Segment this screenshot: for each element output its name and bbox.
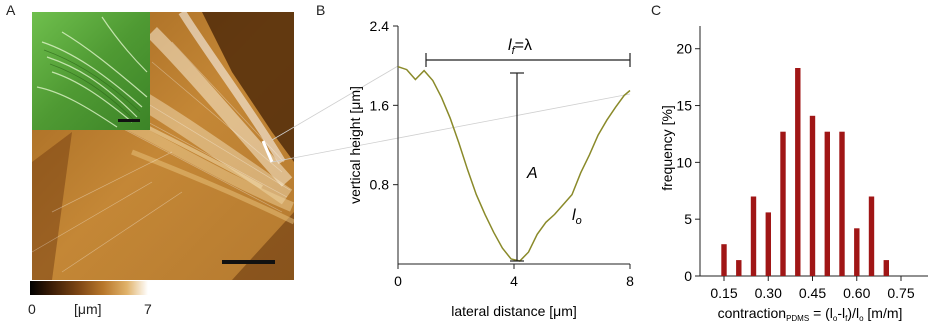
histogram-bar: [883, 260, 889, 276]
histogram-bar: [736, 260, 742, 276]
panel-c-label: C: [651, 2, 662, 18]
x-tick-label: 0.15: [710, 285, 737, 301]
section-line-marker: [261, 140, 274, 163]
colorbar: [30, 281, 148, 295]
x-axis-title: lateral distance [μm]: [451, 303, 577, 319]
histogram-bar: [839, 131, 845, 276]
colorbar-max: 7: [144, 301, 152, 317]
contraction-histogram: 0 5 10 15 20 0.15 0.30 0.45 0.60 0.75 frequency …: [660, 26, 928, 323]
y-tick-label: 1.6: [370, 97, 390, 113]
panel-a-label: A: [6, 2, 16, 18]
colorbar-min: 0: [28, 301, 36, 317]
colorbar-unit: [μm]: [74, 301, 102, 317]
wavelength-label: lf=λ: [508, 37, 532, 57]
histogram-bar: [809, 115, 816, 276]
x-tick-label: 4: [510, 273, 518, 289]
height-profile-chart: 0.8 1.6 2.4 0 4 8 lf=λ A lo vertical height …: [347, 18, 634, 319]
x-tick-label: 0.75: [887, 285, 914, 301]
x-tick-label: 0.60: [843, 285, 870, 301]
y-axis-title: frequency [%]: [660, 105, 675, 191]
y-tick-label: 5: [684, 211, 692, 227]
histogram-bar: [750, 196, 757, 276]
inset-scale-bar: [118, 119, 140, 122]
histogram-bar: [780, 131, 786, 276]
scale-bar: [222, 260, 275, 264]
y-axis-title: vertical height [μm]: [347, 86, 363, 204]
amplitude-label: A: [526, 165, 538, 182]
x-tick-label: 0.45: [799, 285, 826, 301]
x-tick-label: 0.30: [755, 285, 782, 301]
histogram-bar: [854, 228, 860, 276]
afm-height-image: [32, 12, 294, 280]
y-tick-label: 0: [684, 268, 692, 284]
y-tick-label: 15: [676, 98, 692, 114]
initial-length-label: lo: [572, 207, 582, 227]
x-tick-label: 8: [626, 273, 634, 289]
x-tick-label: 0: [394, 273, 402, 289]
x-axis-title: contractionPDMS = (lo-lf)/lo [m/m]: [718, 305, 903, 323]
profile-line: [397, 65, 631, 262]
histogram-bar: [721, 244, 727, 276]
y-tick-label: 2.4: [370, 18, 390, 34]
y-tick-label: 20: [676, 41, 692, 57]
panel-b-label: B: [316, 2, 326, 18]
y-tick-label: 0.8: [370, 177, 390, 193]
histogram-bar: [868, 196, 875, 276]
histogram-bar: [795, 68, 801, 276]
histogram-bar: [765, 212, 771, 276]
y-tick-label: 10: [676, 154, 692, 170]
histogram-bar: [824, 131, 830, 276]
